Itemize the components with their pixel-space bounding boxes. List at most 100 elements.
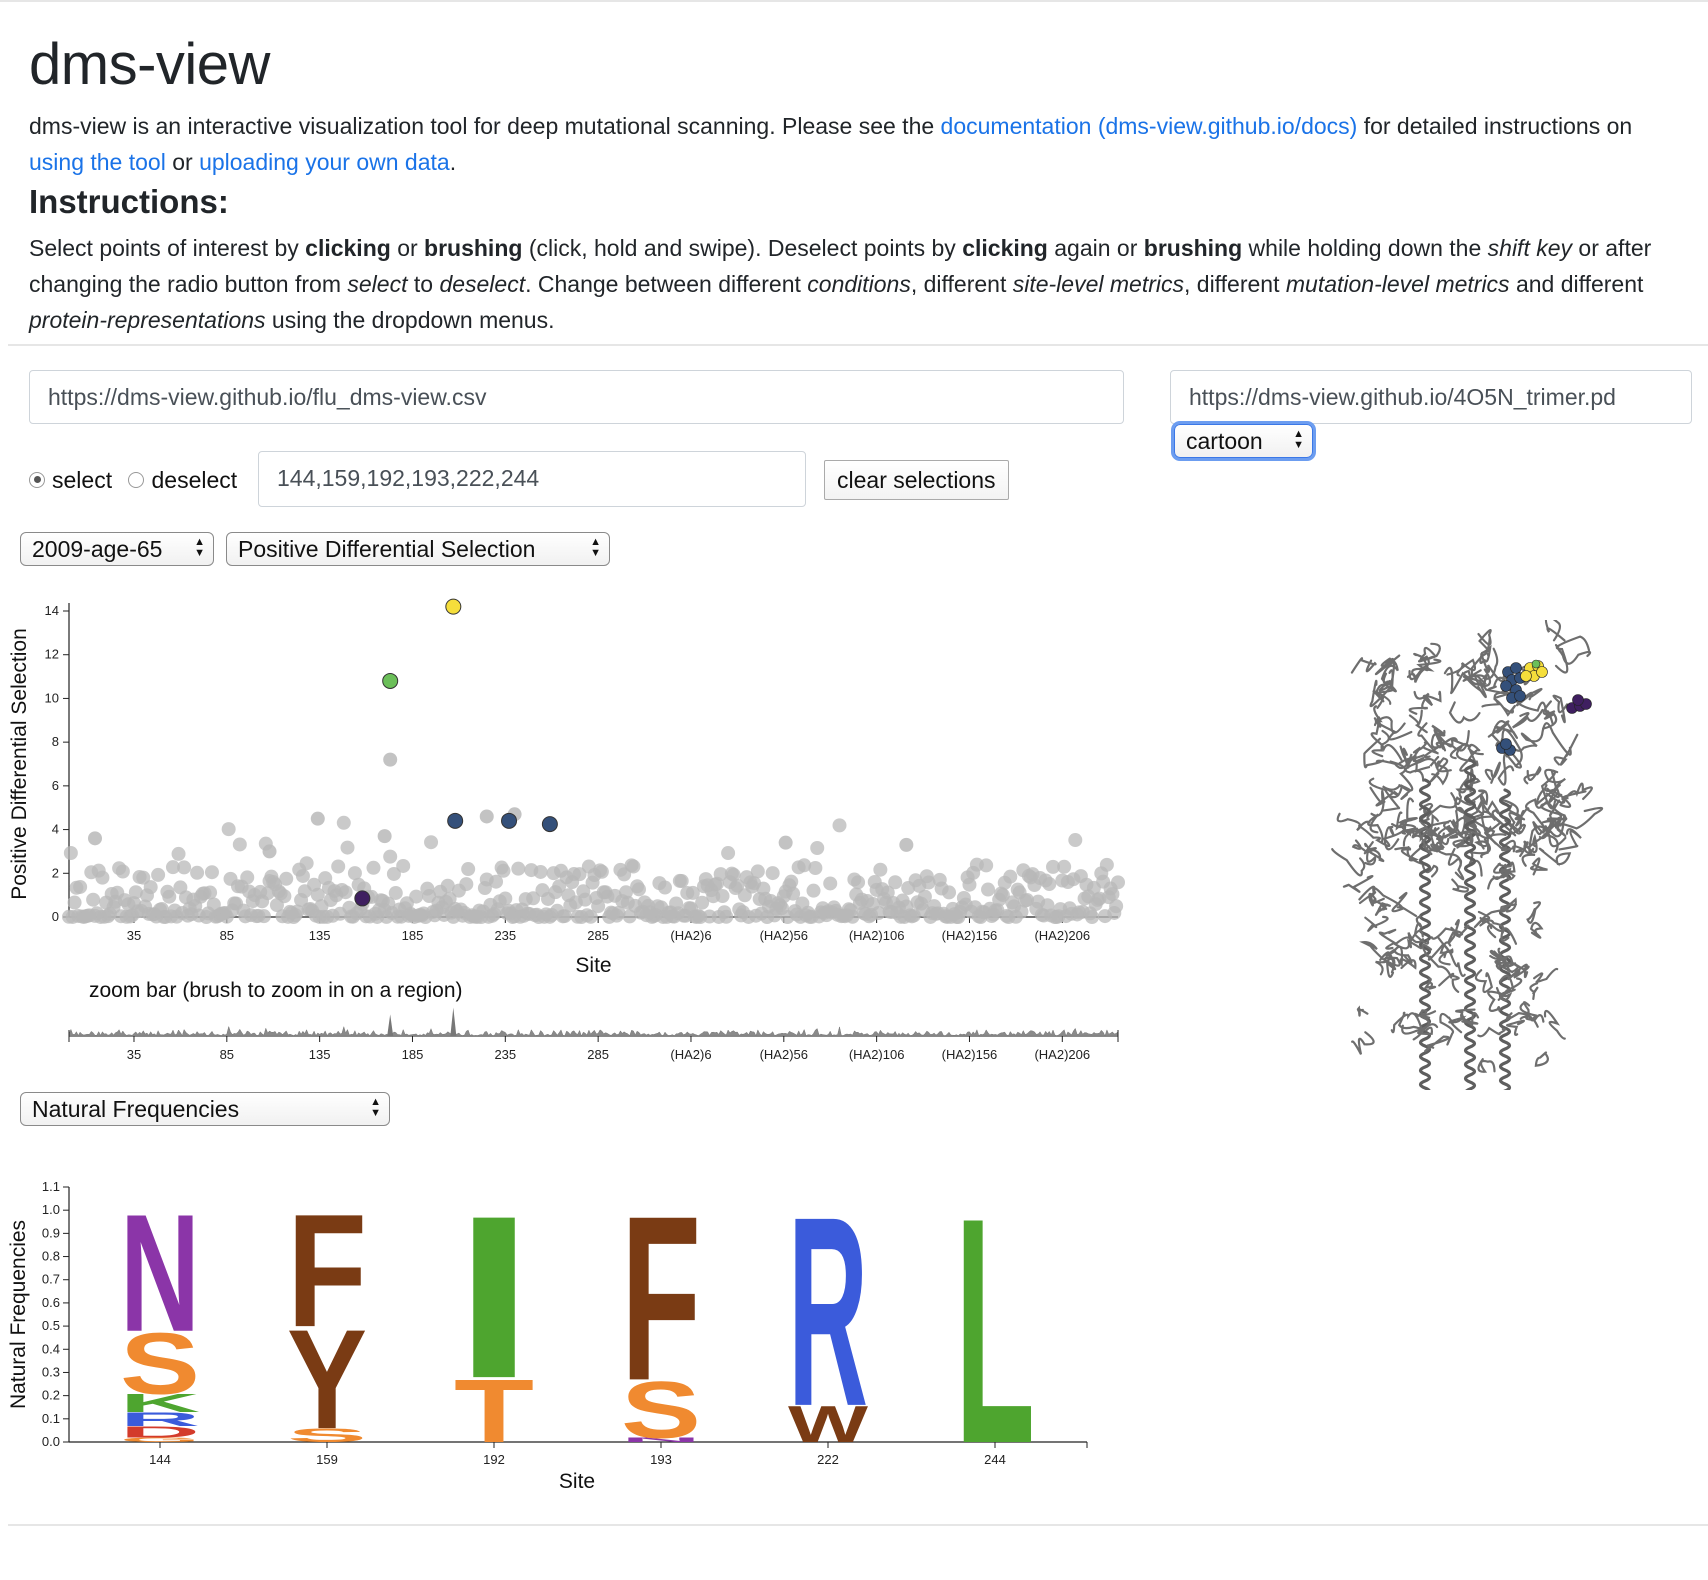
data-point [409, 889, 424, 904]
selected-point-244 [541, 816, 558, 833]
protein-ribbon [1506, 732, 1538, 752]
protein-ribbon [1526, 814, 1568, 849]
protein-ribbon [1482, 647, 1499, 681]
y-tick-label: 0 [52, 909, 59, 924]
protein-ribbon [1504, 819, 1527, 835]
zoom-x-tick-label: (HA2)106 [849, 1047, 905, 1062]
data-point [290, 904, 305, 919]
protein-ribbon [1447, 847, 1465, 881]
data-point [765, 866, 780, 881]
logo-letter-244-L: L [955, 1170, 1035, 1500]
data-point [336, 815, 351, 830]
zoom-x-tick-label: 135 [309, 1047, 331, 1062]
logo-letter-193-F: F [621, 1170, 701, 1429]
instructions-segment: select [347, 271, 408, 297]
logo-letter-193-S: S [621, 1364, 701, 1454]
protein-structure-viewer[interactable] [1330, 620, 1650, 1090]
x-tick-label: 285 [587, 928, 609, 943]
instructions-segment: shift key [1487, 235, 1573, 261]
zoom-x-tick-label: 35 [127, 1047, 141, 1062]
protein-ribbon [1358, 824, 1391, 848]
protein-ribbon [1536, 784, 1561, 807]
data-point [851, 875, 866, 890]
data-point [240, 870, 255, 885]
data-point [1003, 869, 1018, 884]
y-tick-label: 4 [52, 822, 59, 837]
logo-letter-222-R: R [788, 1170, 868, 1462]
protein-ribbon [1543, 1009, 1566, 1040]
protein-ribbon [1519, 1014, 1545, 1023]
selected-sites-input[interactable]: 144,159,192,193,222,244 [258, 451, 806, 507]
data-url-input[interactable]: https://dms-view.github.io/flu_dms-view.… [29, 370, 1124, 424]
data-point [496, 863, 511, 878]
protein-ribbon [1452, 819, 1473, 845]
data-point [440, 878, 455, 893]
protein-ribbon [1512, 708, 1544, 729]
protein-ribbon [1538, 847, 1572, 867]
instructions-segment: or after changing the radio button from [29, 235, 1652, 297]
selected-residue-sphere [1500, 680, 1512, 692]
select-arrows-icon: ▲ ▼ [194, 536, 205, 559]
site-metric-select[interactable]: Positive Differential Selection ▲ ▼ [226, 532, 610, 566]
protein-ribbon [1424, 1035, 1450, 1053]
upload-data-link[interactable]: uploading your own data [199, 149, 450, 175]
instructions-segment: brushing [1143, 235, 1243, 261]
protein-ribbon [1367, 813, 1384, 843]
representation-select[interactable]: cartoon ▲ ▼ [1174, 424, 1313, 458]
data-point [880, 885, 895, 900]
data-point [1111, 875, 1125, 890]
clear-selections-button[interactable]: clear selections [824, 460, 1009, 500]
data-point [981, 882, 996, 897]
protein-ribbon [1412, 826, 1450, 846]
data-point [73, 879, 88, 894]
data-point [808, 861, 823, 876]
site-metric-scatter-plot[interactable]: 0 2 4 6 8 10 12 14 35 85 135 185 235 285 (HA2)6 (HA2)56… [0, 590, 1140, 1080]
x-tick-label: 35 [127, 928, 141, 943]
data-point [810, 840, 825, 855]
data-point [726, 867, 741, 882]
pdb-url-input[interactable]: https://dms-view.github.io/4O5N_trimer.p… [1170, 370, 1692, 424]
protein-ribbon [1420, 1009, 1437, 1019]
protein-ribbon [1380, 956, 1401, 974]
logo-letter-144-N: N [120, 1180, 200, 1367]
data-point [310, 887, 325, 902]
selected-point-144 [354, 890, 371, 907]
protein-ribbon [1375, 951, 1391, 976]
data-point [347, 866, 362, 881]
protein-ribbon [1495, 977, 1523, 1001]
mutation-metric-select[interactable]: Natural Frequencies ▲ ▼ [20, 1092, 390, 1126]
protein-ribbon [1370, 716, 1390, 746]
instructions-segment: Select points of interest by [29, 235, 306, 261]
documentation-link[interactable]: documentation (dms-view.github.io/docs) [940, 113, 1358, 139]
instructions-segment: conditions [807, 271, 911, 297]
protein-ribbon [1519, 841, 1536, 867]
data-point [730, 878, 745, 893]
logo-plot[interactable]: 0.0 0.1 0.2 0.3 0.4 0.5 0.6 0.7 0.8 0.9 1.0 1.1 Natu… [0, 1170, 1140, 1500]
logo-site-label-192: 192 [483, 1452, 505, 1467]
data-point [177, 860, 192, 875]
data-point [845, 909, 860, 924]
instructions-segment: protein-representations [29, 307, 266, 333]
protein-ribbon [1383, 825, 1400, 851]
protein-ribbon [1546, 785, 1572, 808]
data-point [533, 864, 548, 879]
data-point [594, 864, 609, 879]
data-point [162, 889, 177, 904]
data-point [388, 885, 403, 900]
protein-ribbon [1499, 798, 1530, 827]
data-point [823, 876, 838, 891]
data-point [942, 885, 957, 900]
radio-deselect[interactable]: deselect [128, 467, 237, 493]
data-point [695, 895, 710, 910]
data-point [165, 860, 180, 875]
radio-deselect-icon[interactable] [128, 471, 145, 488]
data-point [151, 867, 166, 882]
zoom-bar-peak [450, 1007, 457, 1036]
protein-ribbon [1423, 977, 1437, 991]
protein-ribbon [1545, 790, 1587, 804]
radio-select-icon[interactable] [29, 471, 45, 488]
using-tool-link[interactable]: using the tool [29, 149, 166, 175]
protein-ribbon [1526, 901, 1542, 924]
condition-select[interactable]: 2009-age-65 ▲ ▼ [20, 532, 214, 566]
radio-select[interactable]: select [29, 467, 112, 493]
